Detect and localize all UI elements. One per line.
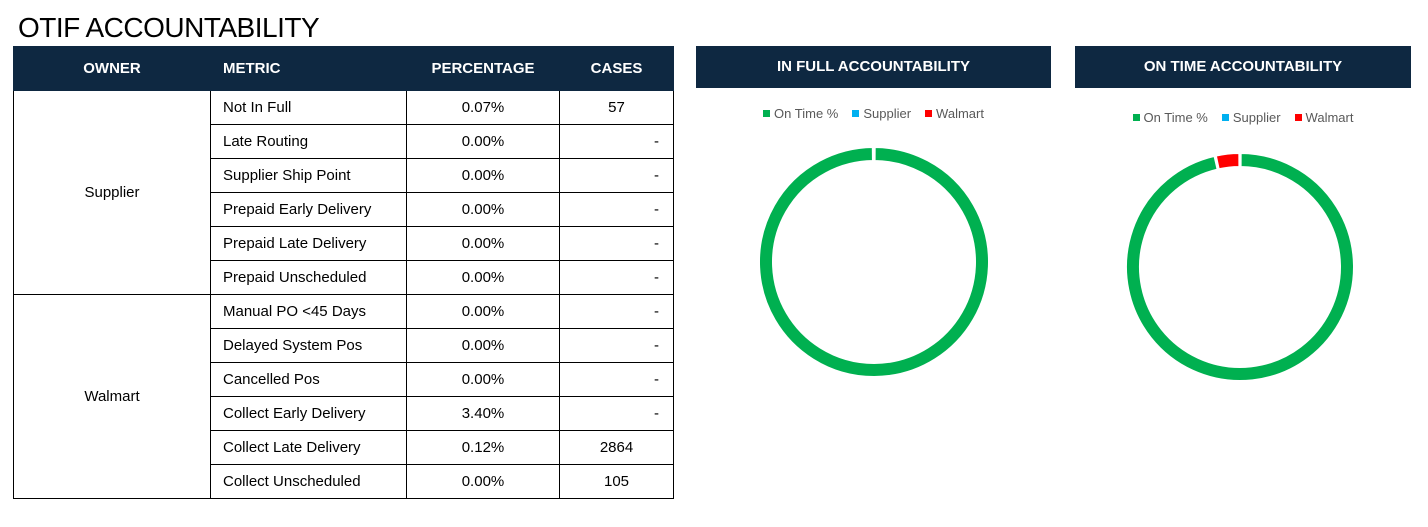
otif-table: OWNER METRIC PERCENTAGE CASES Supplier N… bbox=[13, 46, 674, 499]
percentage-cell: 0.00% bbox=[406, 362, 560, 397]
legend-label: Walmart bbox=[1305, 110, 1354, 125]
table-row: Prepaid Early Delivery 0.00% - bbox=[14, 192, 674, 227]
legend-swatch bbox=[925, 110, 933, 117]
legend-label: On Time % bbox=[1143, 110, 1208, 125]
metric-cell: Prepaid Unscheduled bbox=[210, 260, 407, 295]
legend-item-walmart: Walmart bbox=[1294, 110, 1354, 125]
legend-label: Walmart bbox=[936, 106, 984, 121]
table-row: Supplier Not In Full 0.07% 57 bbox=[13, 90, 674, 295]
legend-swatch bbox=[763, 110, 771, 117]
legend-item-supplier: Supplier bbox=[1221, 110, 1281, 125]
cases-cell: - bbox=[559, 396, 674, 431]
legend-label: Supplier bbox=[1232, 110, 1281, 125]
metric-cell: Collect Early Delivery bbox=[210, 396, 407, 431]
cases-cell: 105 bbox=[559, 464, 674, 499]
cases-cell: - bbox=[559, 328, 674, 363]
percentage-cell: 0.00% bbox=[406, 294, 560, 329]
donut-slice-walmart bbox=[1214, 152, 1241, 171]
column-header-owner: OWNER bbox=[13, 46, 211, 91]
cases-cell: - bbox=[559, 362, 674, 397]
column-header-percentage: PERCENTAGE bbox=[406, 46, 560, 91]
table-row: Prepaid Late Delivery 0.00% - bbox=[14, 226, 674, 261]
donut-chart bbox=[1125, 152, 1355, 382]
on-time-accountability-chart: ON TIME ACCOUNTABILITY On Time % Supplie… bbox=[1075, 46, 1411, 506]
table-row: Late Routing 0.00% - bbox=[14, 124, 674, 159]
cases-cell: 2864 bbox=[559, 430, 674, 465]
metric-cell: Late Routing bbox=[210, 124, 407, 159]
metric-cell: Cancelled Pos bbox=[210, 362, 407, 397]
cases-cell: - bbox=[559, 124, 674, 159]
metric-cell: Collect Late Delivery bbox=[210, 430, 407, 465]
legend-item-walmart: Walmart bbox=[925, 106, 984, 121]
table-header-row: OWNER METRIC PERCENTAGE CASES bbox=[13, 46, 674, 91]
chart-legend: On Time % Supplier Walmart bbox=[696, 106, 1051, 121]
percentage-cell: 0.00% bbox=[406, 260, 560, 295]
legend-label: Supplier bbox=[863, 106, 912, 121]
cases-cell: - bbox=[559, 294, 674, 329]
percentage-cell: 3.40% bbox=[406, 396, 560, 431]
donut-chart bbox=[758, 146, 990, 378]
percentage-cell: 0.07% bbox=[406, 90, 560, 125]
column-header-cases: CASES bbox=[559, 46, 674, 91]
legend-label: On Time % bbox=[774, 106, 839, 121]
percentage-cell: 0.00% bbox=[406, 328, 560, 363]
percentage-cell: 0.00% bbox=[406, 124, 560, 159]
legend-item-supplier: Supplier bbox=[852, 106, 911, 121]
cases-cell: - bbox=[559, 192, 674, 227]
page-title: OTIF ACCOUNTABILITY bbox=[18, 12, 320, 43]
legend-item-on-time: On Time % bbox=[1132, 110, 1208, 125]
donut-slice-on-time bbox=[758, 146, 990, 378]
legend-swatch bbox=[1221, 114, 1229, 121]
chart-title: ON TIME ACCOUNTABILITY bbox=[1075, 46, 1411, 88]
chart-legend: On Time % Supplier Walmart bbox=[1075, 110, 1411, 125]
owner-cell-walmart: Walmart bbox=[13, 294, 211, 499]
chart-title: IN FULL ACCOUNTABILITY bbox=[696, 46, 1051, 88]
table-row: Walmart Manual PO <45 Days 0.00% - bbox=[13, 294, 674, 499]
legend-swatch bbox=[1132, 114, 1140, 121]
legend-item-on-time: On Time % bbox=[763, 106, 838, 121]
percentage-cell: 0.00% bbox=[406, 464, 560, 499]
legend-swatch bbox=[1294, 114, 1302, 121]
table-row: Prepaid Unscheduled 0.00% - bbox=[14, 260, 674, 295]
metric-cell: Supplier Ship Point bbox=[210, 158, 407, 193]
in-full-accountability-chart: IN FULL ACCOUNTABILITY On Time % Supplie… bbox=[696, 46, 1051, 506]
metric-cell: Prepaid Late Delivery bbox=[210, 226, 407, 261]
metric-cell: Prepaid Early Delivery bbox=[210, 192, 407, 227]
cases-cell: 57 bbox=[559, 90, 674, 125]
donut-slice-supplier bbox=[872, 146, 876, 163]
column-header-metric: METRIC bbox=[210, 46, 407, 91]
cases-cell: - bbox=[559, 260, 674, 295]
cases-cell: - bbox=[559, 158, 674, 193]
table-row: Collect Late Delivery 0.12% 2864 bbox=[14, 430, 674, 465]
donut-slice-on-time bbox=[1125, 152, 1355, 382]
metric-cell: Manual PO <45 Days bbox=[210, 294, 407, 329]
table-row: Cancelled Pos 0.00% - bbox=[14, 362, 674, 397]
percentage-cell: 0.12% bbox=[406, 430, 560, 465]
owner-cell-supplier: Supplier bbox=[13, 90, 211, 295]
metric-cell: Not In Full bbox=[210, 90, 407, 125]
percentage-cell: 0.00% bbox=[406, 192, 560, 227]
percentage-cell: 0.00% bbox=[406, 158, 560, 193]
table-row: Collect Unscheduled 0.00% 105 bbox=[14, 464, 674, 499]
cases-cell: - bbox=[559, 226, 674, 261]
percentage-cell: 0.00% bbox=[406, 226, 560, 261]
legend-swatch bbox=[852, 110, 860, 117]
metric-cell: Collect Unscheduled bbox=[210, 464, 407, 499]
metric-cell: Delayed System Pos bbox=[210, 328, 407, 363]
